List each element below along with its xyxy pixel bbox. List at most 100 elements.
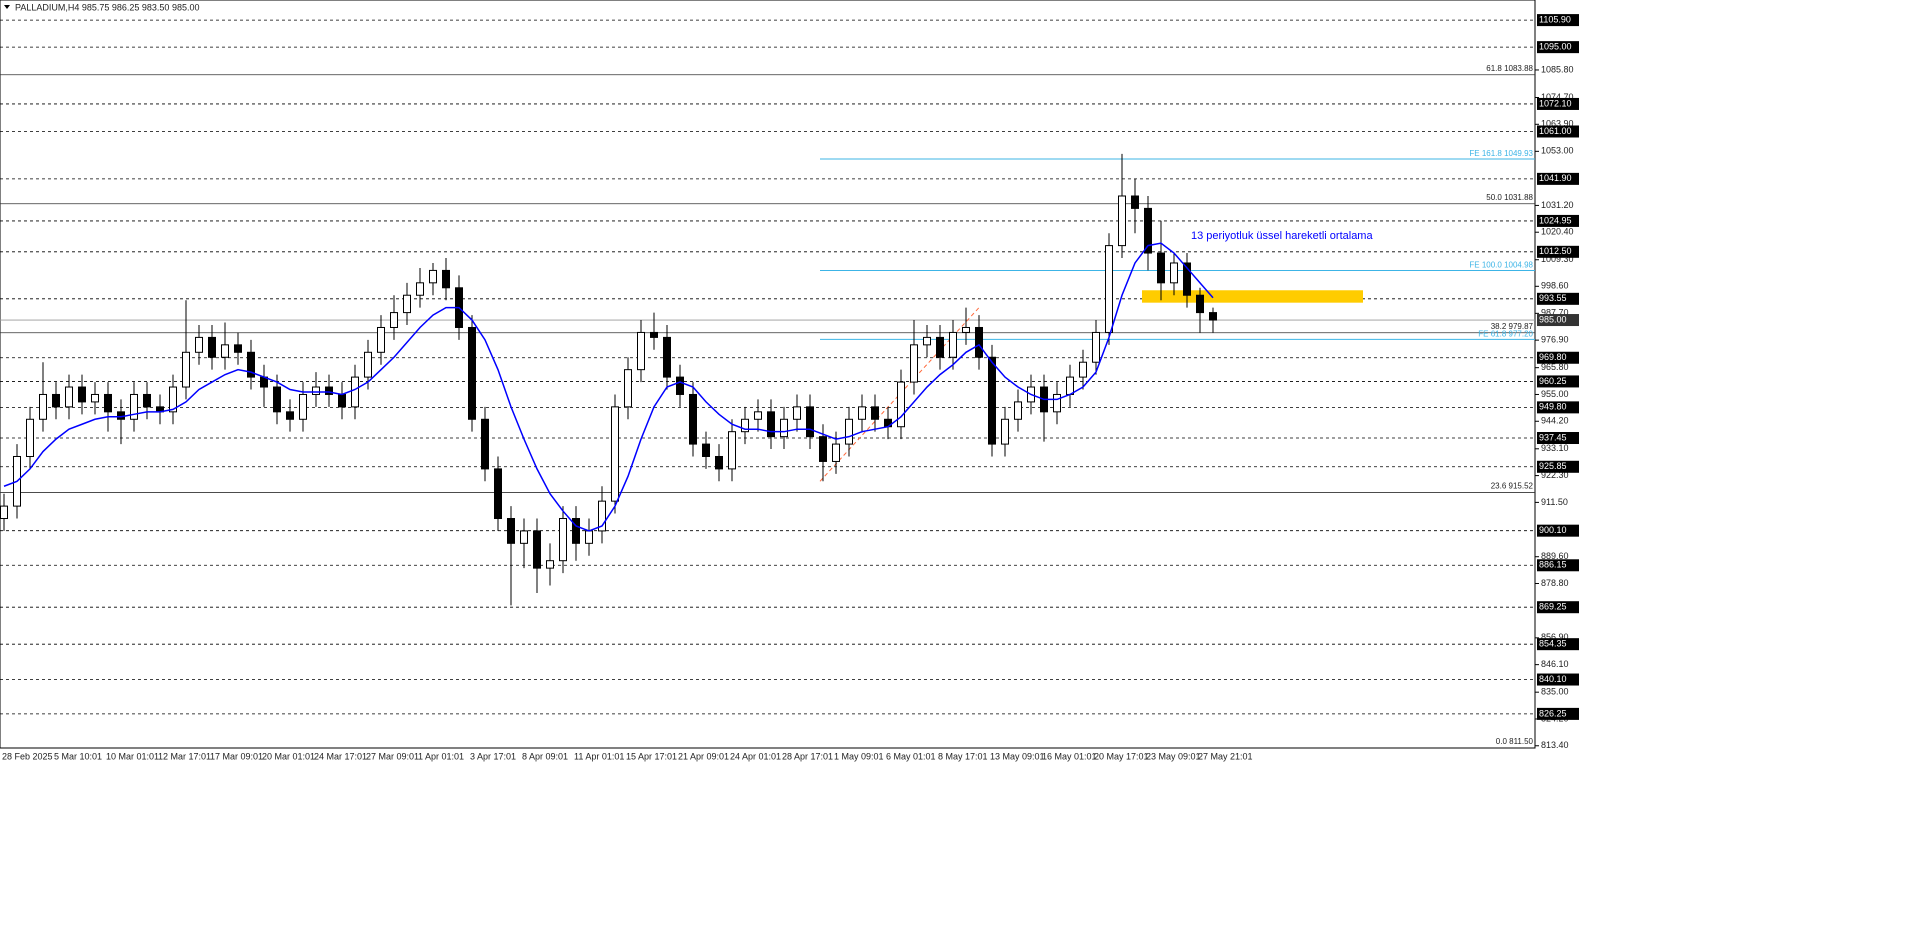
candle-body (286, 411, 294, 420)
candle-body (650, 331, 658, 338)
candle-body (195, 336, 203, 353)
candle-body (572, 518, 580, 544)
chart-title: PALLADIUM,H4 985.75 986.25 983.50 985.00 (15, 2, 199, 12)
y-tick-label: 1063.90 (1541, 119, 1574, 129)
level-box (1537, 707, 1579, 720)
candle-body (416, 282, 424, 296)
candle-body (130, 393, 138, 420)
y-tick-label: 987.70 (1541, 308, 1569, 318)
candle-body (481, 418, 489, 470)
level-label: 1072.10 (1539, 98, 1572, 108)
y-tick-label: 933.10 (1541, 443, 1569, 453)
candle-body (923, 336, 931, 346)
candle-body (546, 560, 554, 569)
level-box (1537, 601, 1579, 614)
fe-label: FE 100.0 1004.98 (1469, 261, 1533, 270)
level-box (1537, 638, 1579, 651)
candle-body (559, 518, 567, 562)
candle-body (585, 530, 593, 544)
candle-body (598, 500, 606, 532)
y-tick-label: 835.00 (1541, 687, 1569, 697)
level-box (1537, 172, 1579, 185)
level-box (1537, 214, 1579, 227)
candle-body (442, 269, 450, 289)
candle-body (793, 406, 801, 420)
x-tick-label: 20 Mar 01:01 (262, 751, 315, 761)
level-box (1537, 375, 1579, 388)
candle-body (312, 386, 320, 395)
candle-body (1079, 361, 1087, 378)
candle-body (273, 386, 281, 413)
candle-body (91, 393, 99, 403)
level-box (1537, 432, 1579, 445)
x-tick-label: 1 May 09:01 (834, 751, 884, 761)
candle-body (1170, 262, 1178, 284)
level-label: 925.85 (1539, 461, 1567, 471)
ema-line (3, 242, 1214, 532)
x-tick-label: 27 May 21:01 (1198, 751, 1253, 761)
candle-body (975, 326, 983, 358)
y-tick-label: 1020.40 (1541, 227, 1574, 237)
x-tick-label: 21 Apr 09:01 (678, 751, 729, 761)
y-tick-label: 1085.80 (1541, 64, 1574, 74)
candle-body (52, 393, 60, 408)
level-label: 900.10 (1539, 525, 1567, 535)
fib-label: 38.2 979.87 (1491, 322, 1534, 331)
x-tick-label: 5 Mar 10:01 (54, 751, 102, 761)
x-tick-label: 24 Apr 01:01 (730, 751, 781, 761)
level-label: 854.35 (1539, 639, 1567, 649)
candle-body (1092, 331, 1100, 363)
x-tick-label: 8 Apr 09:01 (522, 751, 568, 761)
y-tick-label: 856.90 (1541, 632, 1569, 642)
candle-body (910, 344, 918, 383)
x-tick-label: 3 Apr 17:01 (470, 751, 516, 761)
menu-arrow (4, 5, 10, 9)
x-tick-label: 12 Mar 17:01 (158, 751, 211, 761)
candle-body (377, 326, 385, 353)
level-label: 969.80 (1539, 352, 1567, 362)
candle-body (338, 393, 346, 408)
candle-body (65, 386, 73, 408)
candle-body (858, 406, 866, 420)
candle-body (429, 269, 437, 284)
level-label: 1061.00 (1539, 126, 1572, 136)
candle-body (507, 518, 515, 544)
x-tick-label: 6 May 01:01 (886, 751, 936, 761)
candle-body (754, 411, 762, 420)
x-tick-label: 20 May 17:01 (1094, 751, 1149, 761)
level-box (1537, 245, 1579, 258)
candle-body (351, 376, 359, 408)
fib-label: 23.6 915.52 (1491, 482, 1534, 491)
candle-body (1105, 245, 1113, 333)
price-zone (1142, 290, 1363, 303)
candle-body (624, 369, 632, 408)
candle-body (689, 393, 697, 445)
candle-body (962, 326, 970, 333)
candle-body (936, 336, 944, 358)
y-tick-label: 846.10 (1541, 659, 1569, 669)
x-tick-label: 11 Apr 01:01 (574, 751, 624, 761)
candle-body (1001, 418, 1009, 445)
y-tick-label: 1031.20 (1541, 200, 1574, 210)
level-label: 1012.50 (1539, 246, 1572, 256)
candle-body (208, 336, 216, 358)
candle-body (494, 468, 502, 520)
candle-body (39, 393, 47, 420)
candle-body (1118, 195, 1126, 247)
level-box (1537, 125, 1579, 138)
candle-body (364, 351, 372, 378)
x-tick-label: 10 Mar 01:01 (106, 751, 159, 761)
y-tick-label: 878.80 (1541, 578, 1569, 588)
level-label: 840.10 (1539, 674, 1567, 684)
x-tick-label: 24 Mar 17:01 (314, 751, 367, 761)
candle-body (715, 455, 723, 470)
x-tick-label: 28 Feb 2025 (2, 751, 53, 761)
candle-body (663, 336, 671, 378)
candle-body (234, 344, 242, 353)
candle-body (845, 418, 853, 445)
candle-body (78, 386, 86, 403)
candle-body (741, 418, 749, 433)
candle-body (871, 406, 879, 420)
candle-body (169, 386, 177, 413)
